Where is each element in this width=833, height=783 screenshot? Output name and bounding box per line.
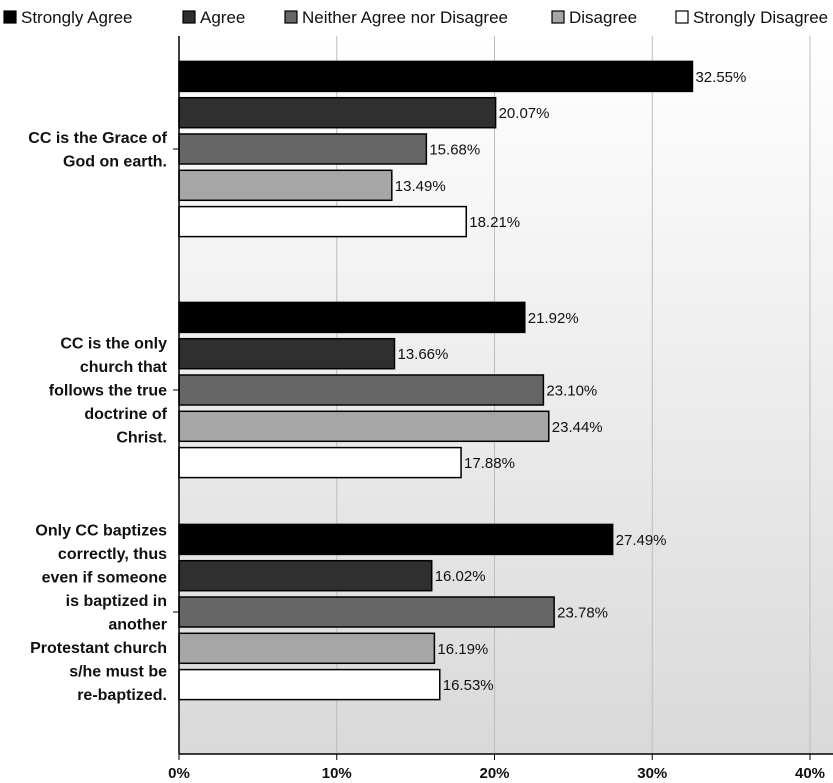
legend-swatch-0 [3,10,17,24]
category-label-2: Only CC baptizes correctly, thus even if s… [30,522,167,704]
legend-swatch-3 [551,10,565,24]
value-label-0-4: 18.21% [469,214,520,231]
bar-0-0 [178,60,694,93]
value-label-1-1: 13.66% [397,346,448,363]
value-label-0-2: 15.68% [429,142,480,159]
value-label-2-3: 16.19% [437,641,488,658]
bars: 32.55% 20.07% 15.68% 13.49% 18.21% 21.92% 13.6… [178,60,746,701]
bar-0-4 [178,205,468,238]
value-label-2-4: 16.53% [443,677,494,694]
legend-label-4: Strongly Disagree [693,8,828,27]
legend-label-1: Agree [200,8,245,27]
category-label-0: CC is the Grace of God on earth. [28,130,167,171]
value-label-1-2: 23.10% [546,383,597,400]
bar-2-2 [178,596,555,628]
bar-1-0 [178,301,526,334]
x-tick-label-1: 10% [322,765,352,782]
x-tick-label-3: 30% [637,765,667,782]
bar-0-1 [178,96,497,129]
legend-label-2: Neither Agree nor Disagree [302,8,508,27]
value-label-0-1: 20.07% [499,105,550,122]
bar-1-3 [178,410,550,443]
bar-2-4 [178,668,441,701]
value-label-2-2: 23.78% [557,605,608,622]
legend-swatch-1 [182,10,196,24]
value-label-1-0: 21.92% [528,310,579,327]
legend: Strongly Agree Agree Neither Agree nor Dis… [3,8,828,27]
bar-2-1 [178,559,433,592]
value-label-0-0: 32.55% [695,69,746,86]
legend-label-3: Disagree [569,8,637,27]
value-label-0-3: 13.49% [395,178,446,195]
axes: CC is the Grace of God on earth. CC is the… [28,36,833,782]
legend-swatch-4 [675,10,689,24]
legend-label-0: Strongly Agree [21,8,133,27]
bar-0-3 [178,169,393,202]
bar-2-0 [178,523,614,556]
x-tick-label-0: 0% [168,765,190,782]
value-label-2-0: 27.49% [616,532,667,549]
bar-0-2 [178,133,428,165]
x-tick-label-4: 40% [795,765,825,782]
value-label-2-1: 16.02% [435,568,486,585]
bar-1-2 [178,374,545,406]
bar-1-1 [178,337,396,370]
category-label-1: CC is the only church that follows the tru… [49,336,168,447]
value-label-1-3: 23.44% [552,419,603,436]
legend-swatch-2 [284,10,298,24]
bar-1-4 [178,446,462,479]
x-tick-label-2: 20% [479,765,509,782]
bar-2-3 [178,632,436,665]
value-label-1-4: 17.88% [464,455,515,472]
